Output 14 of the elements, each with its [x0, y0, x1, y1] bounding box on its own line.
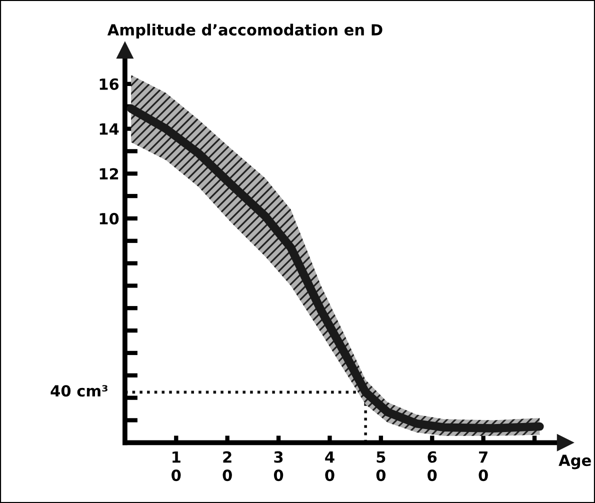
x-tick-label: 5 0	[376, 451, 386, 482]
x-tick-label: 3 0	[274, 451, 284, 482]
x-tick-label: 4 0	[325, 451, 334, 482]
x-axis-title: Age	[558, 454, 591, 470]
y-tick-label: 12	[100, 168, 118, 180]
ref-line-label: 40 cm³	[50, 385, 108, 397]
x-tick-label: 2 0	[222, 451, 232, 482]
x-tick-label: 7 0	[478, 451, 488, 482]
y-tick-label: 10	[100, 212, 119, 224]
y-tick-label: 14	[100, 123, 119, 135]
x-tick-label: 1 0	[172, 451, 181, 482]
x-tick-label: 6 0	[428, 451, 437, 482]
y-tick-label: 16	[100, 78, 119, 90]
y-axis-title: Amplitude d’accomodation en D	[107, 24, 382, 39]
